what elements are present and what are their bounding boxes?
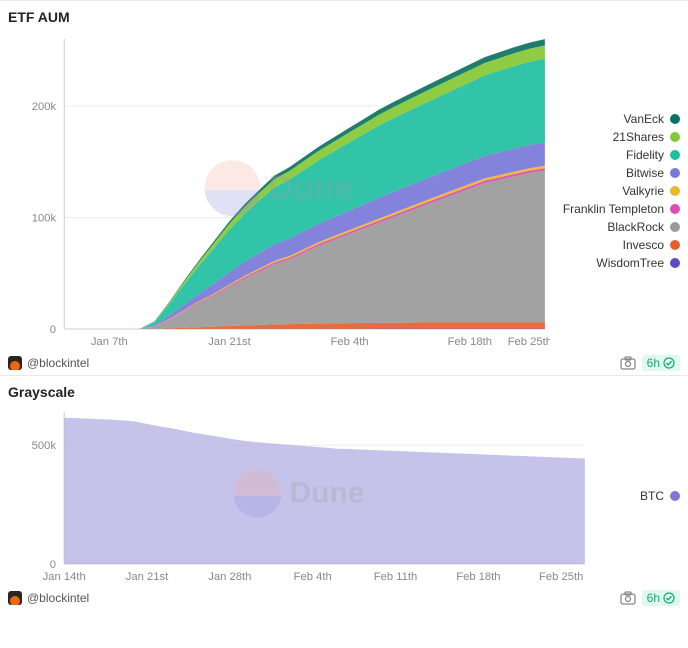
panel-footer-grayscale: @blockintel 6h <box>8 586 680 606</box>
legend-swatch <box>670 150 680 160</box>
legend-label: Bitwise <box>626 166 664 180</box>
legend-swatch <box>670 240 680 250</box>
legend-swatch <box>670 258 680 268</box>
legend-item[interactable]: BTC <box>596 489 680 503</box>
legend-swatch <box>670 186 680 196</box>
legend-label: Invesco <box>623 238 664 252</box>
legend-item[interactable]: Franklin Templeton <box>556 202 680 216</box>
panel-etf-aum: ETF AUM 0 100k 200k Jan 7th Jan 21st Feb 4th F… <box>0 0 688 375</box>
dune-badge-icon <box>8 591 22 605</box>
refresh-badge-etf[interactable]: 6h <box>642 355 680 371</box>
svg-text:Jan 14th: Jan 14th <box>43 571 86 583</box>
refresh-badge-grayscale[interactable]: 6h <box>642 590 680 606</box>
legend-item[interactable]: Bitwise <box>556 166 680 180</box>
svg-text:500k: 500k <box>32 440 57 452</box>
camera-icon[interactable] <box>620 591 636 605</box>
svg-text:Jan 28th: Jan 28th <box>208 571 251 583</box>
panel-title-grayscale: Grayscale <box>8 384 680 400</box>
legend-label: BlackRock <box>607 220 664 234</box>
svg-text:Jan 21st: Jan 21st <box>208 336 250 348</box>
legend-item[interactable]: VanEck <box>556 112 680 126</box>
legend-label: Fidelity <box>626 148 664 162</box>
camera-icon[interactable] <box>620 356 636 370</box>
svg-text:Feb 25th: Feb 25th <box>539 571 583 583</box>
svg-text:Feb 18th: Feb 18th <box>448 336 492 348</box>
legend-item[interactable]: Invesco <box>556 238 680 252</box>
panel-footer-etf: @blockintel 6h <box>8 351 680 371</box>
svg-text:Jan 7th: Jan 7th <box>91 336 128 348</box>
legend-grayscale: BTC <box>590 406 680 586</box>
legend-label: VanEck <box>624 112 664 126</box>
chart-area-etf[interactable]: 0 100k 200k Jan 7th Jan 21st Feb 4th Feb 18th F… <box>8 31 550 351</box>
refresh-label-grayscale: 6h <box>647 591 660 605</box>
svg-text:Feb 25th: Feb 25th <box>508 336 550 348</box>
svg-text:100k: 100k <box>32 213 57 225</box>
legend-item[interactable]: WisdomTree <box>556 256 680 270</box>
footer-right-grayscale: 6h <box>620 590 680 606</box>
svg-text:Jan 21st: Jan 21st <box>126 571 168 583</box>
legend-etf: VanEck 21Shares Fidelity Bitwise Valkyrie Fra… <box>550 31 680 351</box>
legend-item[interactable]: BlackRock <box>556 220 680 234</box>
footer-right-etf: 6h <box>620 355 680 371</box>
legend-label: WisdomTree <box>596 256 664 270</box>
dune-badge-icon <box>8 356 22 370</box>
legend-swatch <box>670 491 680 501</box>
svg-text:Feb 18th: Feb 18th <box>456 571 500 583</box>
svg-text:200k: 200k <box>32 101 57 113</box>
area-chart-etf: 0 100k 200k Jan 7th Jan 21st Feb 4th Feb 18th F… <box>8 31 550 351</box>
legend-swatch <box>670 204 680 214</box>
legend-swatch <box>670 114 680 124</box>
legend-label: Franklin Templeton <box>563 202 664 216</box>
legend-item[interactable]: Valkyrie <box>556 184 680 198</box>
svg-text:0: 0 <box>50 559 56 571</box>
area-chart-grayscale: 0 500k Jan 14th Jan 21st Jan 28th Feb 4th Feb … <box>8 406 590 586</box>
author-handle-grayscale[interactable]: @blockintel <box>27 591 89 605</box>
chart-row-grayscale: 0 500k Jan 14th Jan 21st Jan 28th Feb 4th Feb … <box>8 406 680 586</box>
svg-text:Feb 4th: Feb 4th <box>294 571 332 583</box>
legend-swatch <box>670 222 680 232</box>
legend-swatch <box>670 168 680 178</box>
chart-row-etf: 0 100k 200k Jan 7th Jan 21st Feb 4th Feb 18th F… <box>8 31 680 351</box>
legend-label: BTC <box>640 489 664 503</box>
svg-text:Feb 11th: Feb 11th <box>374 571 417 583</box>
svg-text:0: 0 <box>50 324 56 336</box>
chart-area-grayscale[interactable]: 0 500k Jan 14th Jan 21st Jan 28th Feb 4th Feb … <box>8 406 590 586</box>
footer-left-grayscale: @blockintel <box>8 591 89 605</box>
legend-swatch <box>670 132 680 142</box>
svg-text:Feb 4th: Feb 4th <box>331 336 369 348</box>
legend-item[interactable]: 21Shares <box>556 130 680 144</box>
legend-item[interactable]: Fidelity <box>556 148 680 162</box>
panel-title-etf: ETF AUM <box>8 9 680 25</box>
refresh-label-etf: 6h <box>647 356 660 370</box>
panel-grayscale: Grayscale 0 500k Jan 14th Jan 21st Jan 28th F… <box>0 375 688 610</box>
legend-label: Valkyrie <box>622 184 664 198</box>
author-handle-etf[interactable]: @blockintel <box>27 356 89 370</box>
legend-label: 21Shares <box>613 130 664 144</box>
footer-left-etf: @blockintel <box>8 356 89 370</box>
